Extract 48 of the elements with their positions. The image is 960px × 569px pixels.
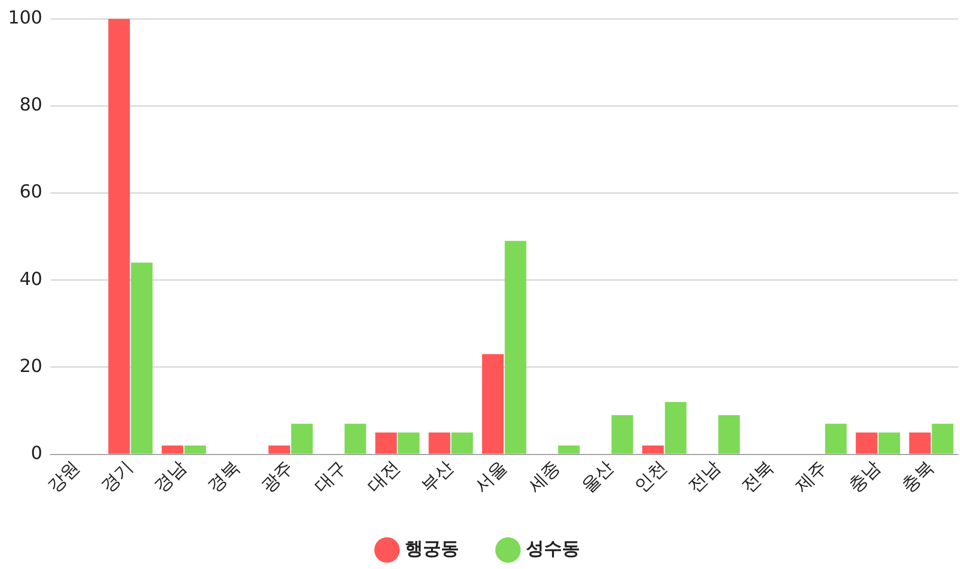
y-tick-label: 40 bbox=[19, 268, 42, 290]
legend-label: 행궁동 bbox=[405, 538, 459, 560]
x-tick-label: 경기 bbox=[96, 456, 138, 498]
y-tick-label: 60 bbox=[19, 182, 42, 203]
bar bbox=[825, 424, 847, 454]
y-tick-label: 0 bbox=[30, 442, 42, 464]
x-tick-label: 울산 bbox=[577, 456, 618, 498]
bar bbox=[344, 424, 366, 454]
bar bbox=[932, 424, 954, 454]
x-tick-label: 경북 bbox=[204, 456, 244, 498]
y-tick-label: 100 bbox=[8, 7, 42, 28]
bar bbox=[375, 432, 397, 454]
bar bbox=[664, 402, 686, 454]
x-tick-label: 전북 bbox=[738, 456, 778, 498]
bar bbox=[162, 446, 184, 454]
bar bbox=[268, 446, 290, 454]
x-tick-label: 충남 bbox=[844, 456, 885, 498]
x-tick-label: 충북 bbox=[898, 456, 938, 498]
bar bbox=[428, 432, 450, 454]
bar bbox=[482, 354, 504, 454]
bar bbox=[878, 432, 900, 454]
x-tick-label: 세종 bbox=[524, 456, 564, 498]
y-tick-label: 80 bbox=[19, 94, 42, 116]
x-tick-label: 대구 bbox=[310, 456, 351, 498]
bar bbox=[856, 432, 878, 454]
x-tick-label: 경남 bbox=[150, 456, 191, 498]
bar bbox=[558, 446, 580, 454]
x-tick-label: 인천 bbox=[630, 456, 672, 498]
bar bbox=[184, 446, 206, 454]
legend-label: 성수동 bbox=[526, 538, 580, 560]
bar bbox=[909, 432, 931, 454]
x-tick-label: 서울 bbox=[470, 456, 512, 498]
x-tick-label: 부산 bbox=[417, 456, 458, 498]
x-tick-label: 대전 bbox=[364, 456, 404, 498]
x-tick-label: 전남 bbox=[684, 456, 725, 498]
bar bbox=[718, 415, 740, 454]
x-tick-label: 강원 bbox=[44, 456, 84, 498]
bar bbox=[398, 432, 420, 454]
bar bbox=[504, 240, 526, 454]
x-tick-label: 광주 bbox=[257, 456, 298, 498]
bar bbox=[291, 424, 313, 454]
x-tick-label: 제주 bbox=[791, 456, 832, 498]
bar bbox=[108, 18, 130, 454]
bar bbox=[612, 415, 634, 454]
y-tick-label: 20 bbox=[19, 356, 42, 377]
bar bbox=[131, 262, 153, 454]
bar bbox=[642, 446, 664, 454]
bar bbox=[451, 432, 473, 454]
